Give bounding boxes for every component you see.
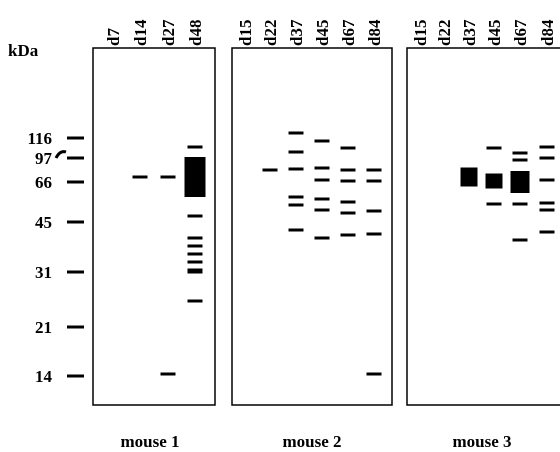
- panel-caption: mouse 1: [120, 432, 179, 451]
- marker-label: 116: [27, 129, 52, 148]
- marker-tick: [67, 221, 84, 224]
- band: [315, 167, 330, 170]
- marker-tick: [67, 181, 84, 184]
- band: [188, 253, 203, 256]
- band: [289, 204, 304, 207]
- band: [315, 140, 330, 143]
- marker-label: 14: [35, 367, 53, 386]
- band: [513, 239, 528, 242]
- band: [341, 180, 356, 183]
- band: [487, 147, 502, 150]
- band: [161, 373, 176, 376]
- band: [540, 179, 555, 182]
- band: [540, 209, 555, 212]
- band: [188, 261, 203, 264]
- lane-label: d15: [411, 20, 430, 46]
- lane-label: d67: [339, 19, 358, 46]
- band: [540, 231, 555, 234]
- lane-label: d22: [261, 20, 280, 46]
- lane-label: d27: [159, 19, 178, 46]
- band: [513, 152, 528, 155]
- lane-label: d48: [186, 20, 205, 46]
- lane-label: d37: [287, 19, 306, 46]
- panel-caption: mouse 2: [282, 432, 341, 451]
- marker-tick: [67, 326, 84, 329]
- band: [341, 147, 356, 150]
- lane-label: d45: [313, 20, 332, 46]
- band: [367, 210, 382, 213]
- lane-label: d22: [435, 20, 454, 46]
- band: [161, 176, 176, 179]
- band: [188, 245, 203, 248]
- band: [188, 237, 203, 240]
- band: [341, 201, 356, 204]
- band: [341, 169, 356, 172]
- band: [315, 209, 330, 212]
- lane-label: d37: [460, 19, 479, 46]
- band: [540, 157, 555, 160]
- band: [289, 151, 304, 154]
- band: [188, 215, 203, 218]
- band: [188, 300, 203, 303]
- band: [315, 179, 330, 182]
- band: [513, 203, 528, 206]
- band: [341, 234, 356, 237]
- band: [289, 132, 304, 135]
- band: [185, 157, 206, 197]
- lane-label: d14: [131, 19, 150, 46]
- lane-label: d7: [104, 28, 123, 46]
- panel-frame: [93, 48, 215, 405]
- band: [315, 198, 330, 201]
- lane-label: d67: [511, 19, 530, 46]
- lane-label: d15: [236, 20, 255, 46]
- band: [540, 202, 555, 205]
- marker-label: 66: [35, 173, 52, 192]
- band: [315, 237, 330, 240]
- band: [513, 159, 528, 162]
- band: [367, 180, 382, 183]
- band: [188, 269, 203, 274]
- lane-label: d84: [538, 19, 557, 46]
- band: [341, 212, 356, 215]
- band: [263, 169, 278, 172]
- band: [289, 168, 304, 171]
- band: [289, 196, 304, 199]
- lane-label: d84: [365, 19, 384, 46]
- marker-hook: [56, 152, 66, 158]
- panel-frame: [232, 48, 392, 405]
- band: [487, 203, 502, 206]
- band: [461, 168, 478, 187]
- panel-caption: mouse 3: [452, 432, 511, 451]
- marker-label: 45: [35, 213, 52, 232]
- band: [188, 146, 203, 149]
- figure: kDa 11697 66 45 31 21 14 d7 d14 d27 d48 mouse 1 d15…: [0, 0, 560, 452]
- band: [133, 176, 148, 179]
- band: [540, 146, 555, 149]
- marker-label: 97: [35, 149, 53, 168]
- band: [367, 373, 382, 376]
- panel-frame: [407, 48, 560, 405]
- band: [486, 174, 503, 189]
- band: [511, 171, 530, 193]
- lane-label: d45: [485, 20, 504, 46]
- band: [367, 169, 382, 172]
- marker-tick: [67, 271, 84, 274]
- axis-label: kDa: [8, 41, 39, 60]
- band: [367, 233, 382, 236]
- marker-tick: [67, 137, 84, 140]
- marker-label: 31: [35, 263, 52, 282]
- band: [289, 229, 304, 232]
- marker-tick: [67, 375, 84, 378]
- marker-label: 21: [35, 318, 52, 337]
- marker-tick: [67, 157, 84, 160]
